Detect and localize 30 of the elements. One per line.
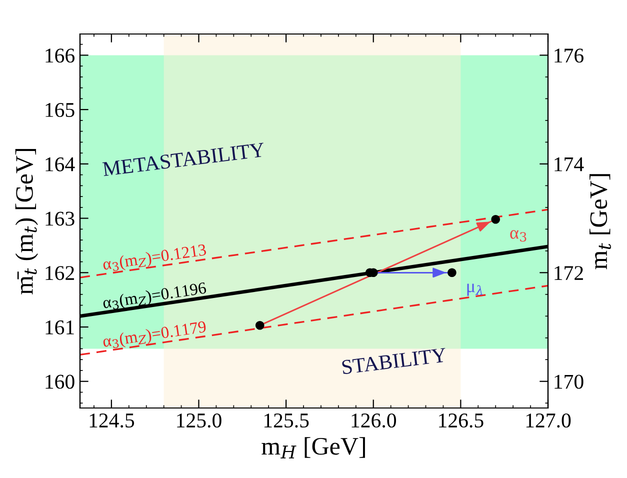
y-axis-title: m̄$_{t}$ (m$_{t}$) [GeV] [15, 149, 38, 294]
x-tick-label: 124.5 [90, 414, 134, 428]
annotation: α$_{3}$(m$_{Z}$)=0.1213 [102, 243, 207, 274]
y-tick-label: 160 [46, 374, 74, 389]
y-tick-label: 164 [46, 157, 75, 172]
y-tick-label: 166 [46, 48, 75, 63]
y2-tick-label: 170 [554, 374, 584, 389]
point [448, 268, 456, 278]
x-tick-label: 126.5 [439, 414, 484, 428]
y-tick-label: 162 [46, 266, 74, 280]
point [255, 320, 264, 330]
x-axis-title: m$_{H}$ [GeV] [262, 437, 365, 458]
annotation: α$_{3}$ [510, 230, 526, 242]
annotation: STABILITY [342, 348, 447, 374]
annotation: μ$_{λ}$ [467, 284, 483, 296]
y2-tick-label: 176 [554, 48, 584, 63]
y-tick-label: 165 [46, 102, 74, 117]
annotation: α$_{3}$(m$_{Z}$)=0.1179 [102, 320, 207, 350]
annotation: METASTABILITY [102, 142, 265, 176]
point [491, 214, 500, 224]
y2-axis-title: m$_{t}$ [GeV] [590, 174, 612, 270]
x-tick-label: 125.0 [177, 413, 222, 428]
y2-tick-label: 174 [554, 157, 584, 172]
x-tick-label: 127.0 [526, 413, 571, 428]
y-tick-label: 163 [46, 212, 74, 226]
y-tick-label: 161 [46, 320, 74, 334]
y2-tick-label: 172 [554, 266, 583, 280]
x-tick-label: 125.5 [264, 414, 309, 428]
x-tick-label: 126.0 [352, 413, 396, 428]
annotation: α$_{3}$(m$_{Z}$)=0.1196 [102, 282, 207, 312]
